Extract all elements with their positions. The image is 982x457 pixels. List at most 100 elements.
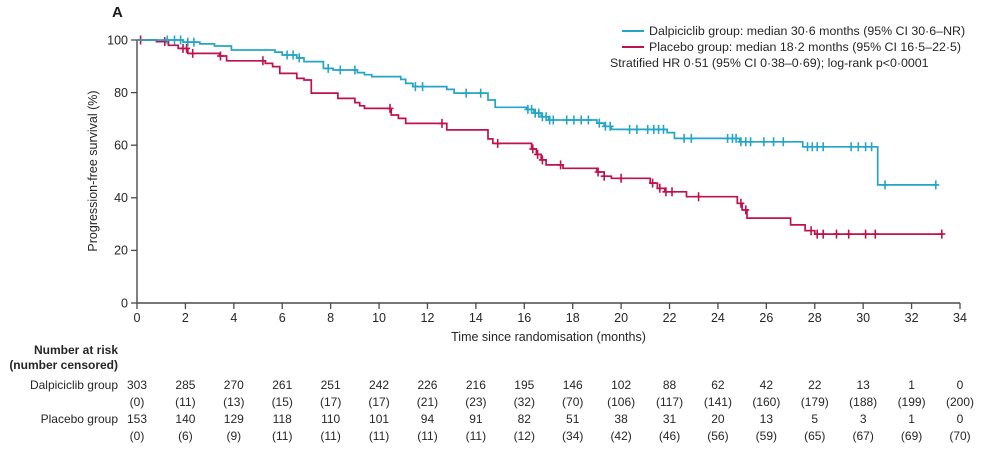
risk-censored: (70) [949,429,971,443]
x-tick-label: 34 [953,311,967,325]
risk-censored: (106) [607,395,636,409]
risk-censored: (11) [320,429,341,443]
risk-count: 101 [369,412,390,426]
x-tick-label: 32 [905,311,919,325]
risk-censored: (69) [900,429,923,443]
risk-censored: (17) [368,395,390,409]
risk-count: 22 [808,378,822,392]
risk-censored: (188) [849,395,878,409]
risk-censored: (23) [465,395,487,409]
legend-entry-placebo: Placebo group: median 18·2 months (95% C… [610,39,982,55]
x-tick-label: 4 [230,311,237,325]
x-tick-label: 14 [469,311,483,325]
x-tick-label: 12 [421,311,435,325]
legend-label-dalpiciclib: Dalpiciclib group: median 30·6 months (9… [649,24,966,38]
risk-censored: (70) [562,395,584,409]
hr-annotation: Stratified HR 0·51 (95% CI 0·38–0·69); l… [610,55,982,71]
risk-censored: (65) [804,429,826,443]
x-tick-label: 2 [182,311,189,325]
risk-censored: (6) [178,429,193,443]
x-tick-label: 8 [327,311,334,325]
risk-censored: (21) [416,395,439,409]
risk-count: 5 [811,412,819,426]
risk-censored: (9) [226,429,242,443]
x-tick-label: 24 [711,311,725,325]
risk-count: 42 [759,378,774,392]
risk-count: 20 [711,412,725,426]
risk-count: 1 [908,378,915,392]
hr-annotation-text: Stratified HR 0·51 (95% CI 0·38–0·69); l… [610,56,929,70]
risk-table-header-line2: (number censored) [9,358,118,372]
x-axis-title: Time since randomisation (months) [451,330,646,344]
placebo-line-swatch [622,46,644,48]
risk-censored: (11) [175,395,196,409]
risk-censored: (11) [272,429,293,443]
risk-count: 91 [469,412,483,426]
risk-count: 140 [175,412,196,426]
risk-count: 13 [759,412,774,426]
risk-table-header-line1: Number at risk [33,343,118,357]
risk-count: 270 [223,378,244,392]
risk-row-label: Dalpiciclib group [29,378,118,392]
risk-count: 102 [611,378,632,392]
risk-count: 242 [369,378,390,392]
x-tick-label: 30 [856,311,870,325]
x-tick-label: 22 [663,311,677,325]
y-tick-label: 40 [114,191,128,205]
risk-censored: (67) [852,429,874,443]
risk-count: 3 [859,412,867,426]
risk-censored: (12) [513,429,535,443]
x-tick-label: 16 [517,311,531,325]
risk-count: 216 [465,378,486,392]
x-tick-label: 28 [808,311,822,325]
risk-censored: (11) [465,429,487,443]
risk-count: 118 [272,412,292,426]
risk-count: 0 [956,378,964,392]
x-tick-label: 6 [279,311,286,325]
legend-label-placebo: Placebo group: median 18·2 months (95% C… [649,40,962,54]
legend: Dalpiciclib group: median 30·6 months (9… [610,23,982,71]
legend-entry-dalpiciclib: Dalpiciclib group: median 30·6 months (9… [610,23,982,39]
risk-count: 146 [562,378,583,392]
risk-censored: (0) [129,395,145,409]
risk-count: 285 [175,378,196,392]
x-tick-label: 26 [759,311,773,325]
risk-censored: (34) [562,429,584,443]
risk-count: 261 [272,378,293,392]
risk-censored: (117) [655,395,684,409]
y-tick-label: 100 [107,33,128,47]
panel-label: A [112,4,123,21]
km-curve-dalpiciclib-group [137,39,937,186]
y-tick-label: 20 [114,244,128,258]
risk-censored: (11) [368,429,390,443]
risk-censored: (42) [610,429,632,443]
risk-count: 110 [321,412,341,426]
risk-censored: (32) [513,395,535,409]
risk-count: 226 [417,378,438,392]
risk-censored: (13) [223,395,245,409]
risk-censored: (141) [703,395,732,409]
risk-count: 0 [956,412,964,426]
risk-count: 82 [517,412,531,426]
risk-censored: (160) [752,395,781,409]
censor-marks-dalpiciclib-group [163,35,940,190]
risk-count: 303 [126,378,148,392]
risk-count: 251 [320,378,341,392]
risk-count: 51 [566,412,580,426]
risk-count: 195 [514,378,535,392]
risk-count: 13 [856,378,870,392]
x-tick-label: 20 [614,311,628,325]
y-tick-label: 80 [114,86,128,100]
risk-censored: (15) [271,395,293,409]
risk-censored: (11) [417,429,438,443]
risk-censored: (56) [707,429,729,443]
risk-count: 31 [662,412,677,426]
risk-censored: (199) [897,395,926,409]
risk-censored: (17) [319,395,342,409]
risk-censored: (46) [658,429,681,443]
risk-count: 1 [908,412,915,426]
x-tick-label: 18 [566,311,580,325]
y-tick-label: 0 [121,296,128,310]
